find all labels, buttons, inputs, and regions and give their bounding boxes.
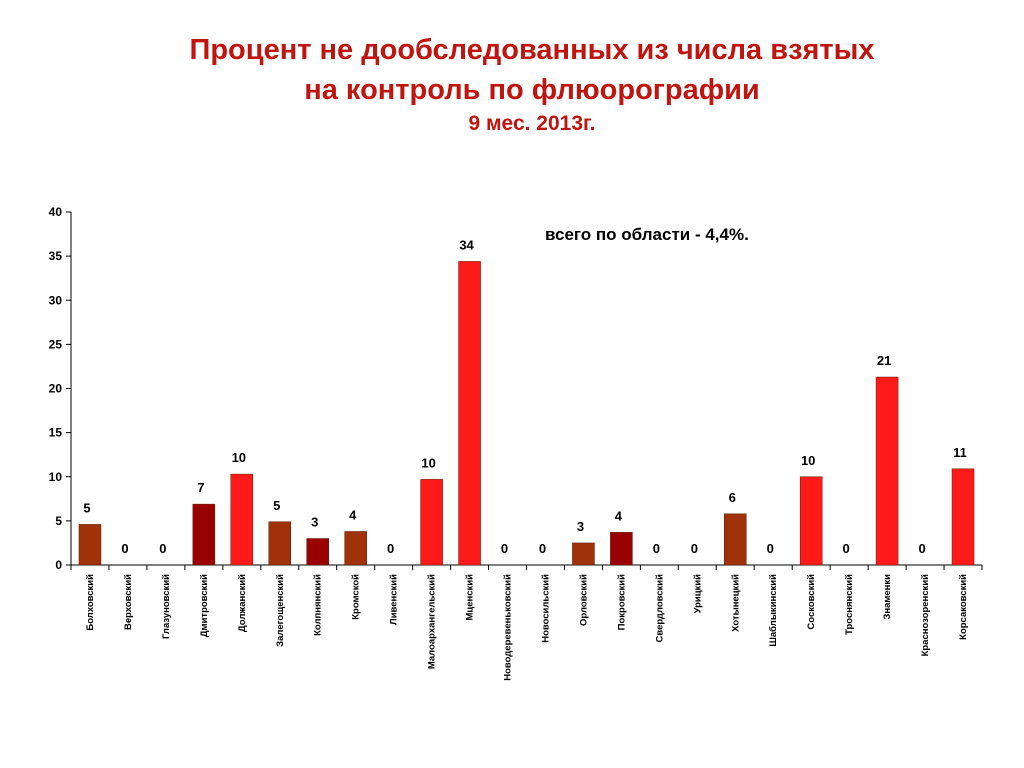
data-label: 5 xyxy=(83,500,90,515)
data-label: 3 xyxy=(577,519,584,534)
data-label: 0 xyxy=(159,541,166,556)
category-label: Хотынецкий xyxy=(730,574,741,632)
category-label: Кромской xyxy=(351,574,362,620)
chart-subtitle: 9 мес. 2013г. xyxy=(468,112,596,135)
category-label: Урицкий xyxy=(692,574,703,614)
category-label: Должанский xyxy=(237,574,248,632)
data-label: 10 xyxy=(421,455,435,470)
data-label: 0 xyxy=(843,541,850,556)
chart-bars xyxy=(78,261,975,566)
category-label: Болховский xyxy=(85,574,96,631)
bar xyxy=(458,261,481,566)
y-tick-label: 40 xyxy=(49,205,63,219)
bar xyxy=(951,468,975,566)
bar xyxy=(192,503,216,566)
data-label: 3 xyxy=(311,515,318,530)
bar xyxy=(724,513,747,566)
chart-category-labels: Болховский Верховский Глазуновский Дмитровс… xyxy=(85,574,969,681)
chart-title-line-2: на контроль по флюорографии xyxy=(304,74,760,106)
category-label: Ливенский xyxy=(389,574,400,625)
title-block: Процент не дообследованных из числа взят… xyxy=(0,30,1024,138)
category-label: Новосильский xyxy=(540,574,551,643)
category-label: Верховский xyxy=(123,574,134,630)
y-tick-label: 5 xyxy=(55,514,62,528)
category-label: Корсаковский xyxy=(958,574,969,640)
y-tick-label: 20 xyxy=(49,382,63,396)
category-label: Дмитровский xyxy=(199,574,210,637)
data-label: 0 xyxy=(691,541,698,556)
y-tick-label: 35 xyxy=(49,249,63,263)
category-label: Краснозоренский xyxy=(920,574,931,657)
bar xyxy=(230,473,254,566)
category-label: Колпнянский xyxy=(313,574,324,636)
data-label: 0 xyxy=(121,541,128,556)
category-label: Мценский xyxy=(465,574,476,621)
data-label: 11 xyxy=(953,445,967,460)
category-label: Знаменки xyxy=(882,574,893,620)
bar xyxy=(610,532,633,566)
category-label: Шаблыкинский xyxy=(768,574,779,647)
data-label: 0 xyxy=(767,541,774,556)
category-label: Новодеревеньковский xyxy=(503,574,514,681)
chart-title-line-1: Процент не дообследованных из числа взят… xyxy=(189,34,875,66)
bar xyxy=(420,479,443,566)
bar xyxy=(799,476,823,566)
data-label: 5 xyxy=(273,498,280,513)
data-label: 0 xyxy=(539,541,546,556)
category-label: Орловский xyxy=(578,574,589,626)
y-tick-label: 15 xyxy=(49,426,63,440)
category-label: Троснянский xyxy=(844,574,855,635)
data-label: 0 xyxy=(653,541,660,556)
data-label: 0 xyxy=(387,541,394,556)
y-tick-label: 25 xyxy=(49,337,63,351)
data-label: 7 xyxy=(197,480,204,495)
category-label: Свердловский xyxy=(654,574,665,643)
category-label: Залегощенский xyxy=(275,574,286,647)
bar xyxy=(268,521,292,566)
data-label: 10 xyxy=(232,450,246,465)
category-label: Сосковский xyxy=(806,574,817,630)
y-tick-label: 30 xyxy=(49,293,63,307)
category-label: Малоархангельский xyxy=(427,574,438,669)
bar xyxy=(572,542,595,566)
category-label: Глазуновский xyxy=(161,574,172,639)
bar xyxy=(344,531,367,566)
data-label: 4 xyxy=(349,507,357,522)
data-label: 21 xyxy=(877,353,891,368)
data-label: 6 xyxy=(729,490,736,505)
data-label: 10 xyxy=(801,453,815,468)
data-label: 34 xyxy=(459,237,474,252)
y-tick-label: 0 xyxy=(55,558,62,572)
bar xyxy=(875,376,899,566)
y-tick-label: 10 xyxy=(49,470,63,484)
category-label: Покровский xyxy=(616,574,627,630)
bar xyxy=(306,538,329,566)
data-label: 0 xyxy=(501,541,508,556)
chart-annotation: всего по области - 4,4%. xyxy=(545,225,749,244)
data-label: 4 xyxy=(615,508,623,523)
bar xyxy=(78,524,102,566)
data-label: 0 xyxy=(918,541,925,556)
